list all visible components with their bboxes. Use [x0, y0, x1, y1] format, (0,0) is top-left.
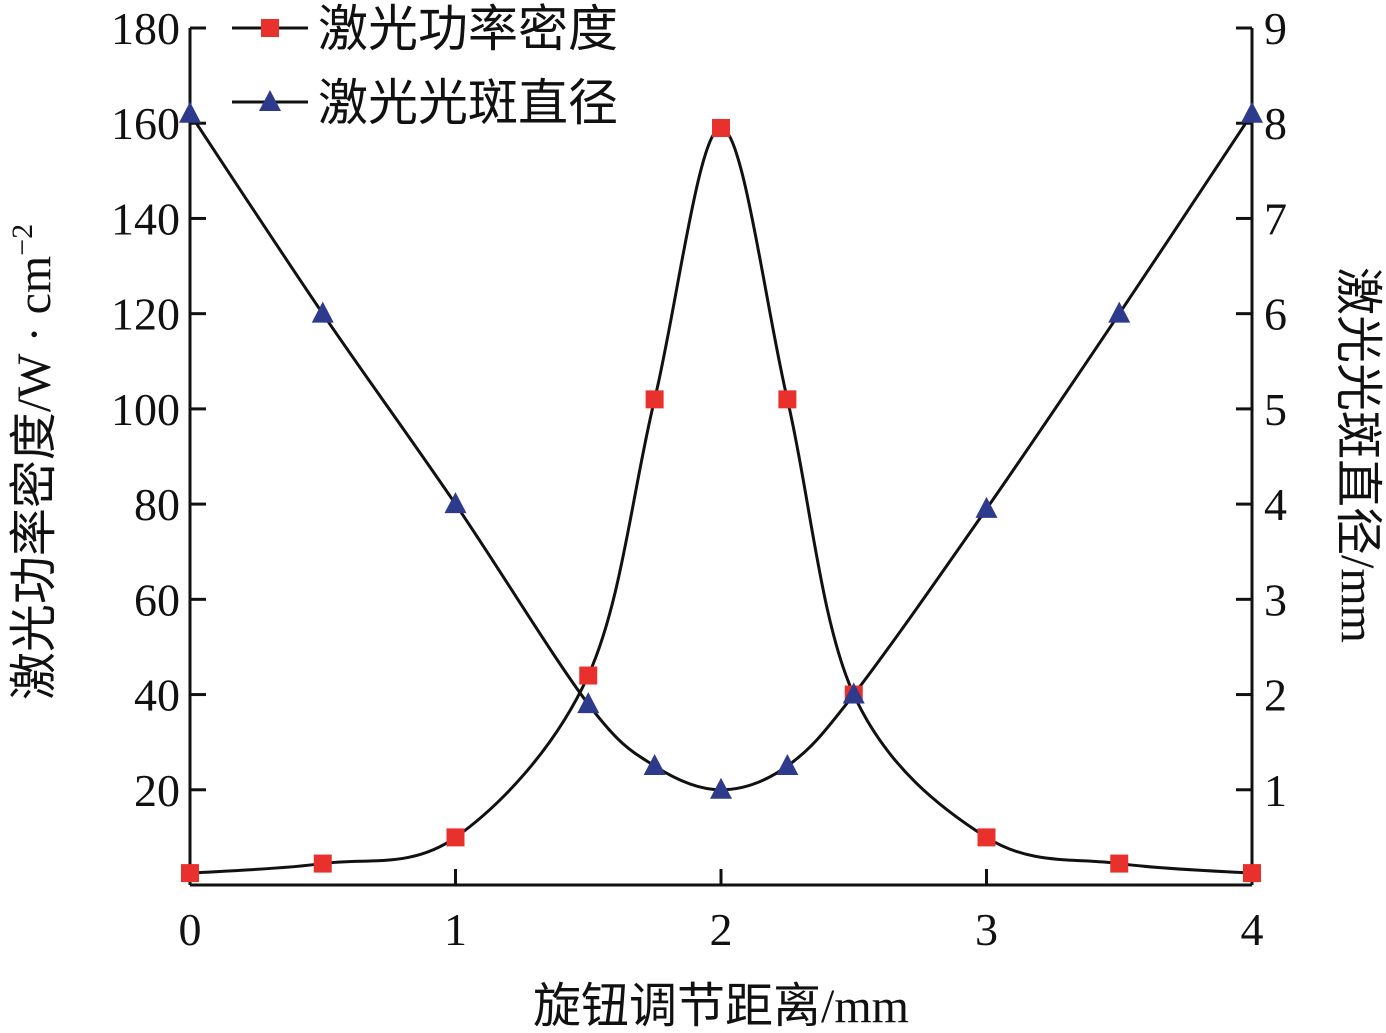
left-axis-title-sup: −2	[6, 224, 39, 256]
x-tick-label: 0	[179, 904, 202, 955]
x-tick-label: 2	[710, 904, 733, 955]
data-point-power-density	[645, 390, 664, 409]
right-tick-label: 8	[1264, 98, 1287, 149]
left-axis-title: 激光功率密度/W · cm−2	[6, 224, 61, 700]
right-tick-label: 4	[1264, 479, 1287, 530]
data-point-power-density	[579, 666, 598, 685]
data-point-power-density	[977, 828, 996, 847]
data-point-spot-diameter	[776, 753, 799, 775]
data-point-power-density	[446, 828, 465, 847]
legend-marker-square	[261, 19, 279, 37]
left-tick-label: 120	[111, 289, 180, 340]
right-tick-label: 1	[1264, 765, 1287, 816]
left-tick-label: 60	[134, 574, 180, 625]
series-curves	[188, 112, 1254, 875]
left-tick-label: 40	[134, 670, 180, 721]
left-tick-label: 100	[111, 384, 180, 435]
data-point-spot-diameter	[1241, 101, 1263, 123]
series-markers	[179, 101, 1263, 883]
left-tick-label: 140	[111, 193, 180, 244]
right-tick-label: 2	[1264, 670, 1287, 721]
x-tick-label: 4	[1241, 904, 1264, 955]
data-point-spot-diameter	[975, 496, 998, 518]
series-line-spot-diameter	[188, 112, 1254, 792]
data-point-spot-diameter	[179, 101, 201, 123]
x-tick-label: 1	[444, 904, 467, 955]
data-point-power-density	[181, 864, 199, 883]
left-tick-label: 160	[111, 98, 180, 149]
data-point-power-density	[1110, 854, 1129, 873]
left-axis-title-main: 激光功率密度/W · cm	[8, 256, 61, 700]
x-axis-ticks: 0 1 2 3 4	[179, 869, 1264, 955]
left-tick-label: 180	[111, 3, 180, 54]
data-point-spot-diameter	[710, 777, 732, 799]
left-axis-ticks: 20 40 60 80 100 120 140 160 180	[111, 3, 206, 816]
right-tick-label: 9	[1264, 3, 1287, 54]
legend-marker-triangle	[259, 90, 281, 111]
right-axis-title: 激光光斑直径/mm	[1331, 267, 1384, 643]
data-point-spot-diameter	[842, 682, 865, 704]
data-point-power-density	[778, 390, 797, 409]
x-axis-title: 旋钮调节距离/mm	[533, 980, 909, 1033]
right-tick-label: 6	[1264, 289, 1287, 340]
series-line-power-density	[189, 126, 1253, 875]
data-point-power-density	[313, 854, 332, 873]
data-point-spot-diameter	[444, 492, 467, 514]
left-tick-label: 20	[134, 765, 180, 816]
data-point-spot-diameter	[577, 692, 600, 714]
legend-label-spot: 激光光斑直径	[318, 75, 618, 131]
left-tick-label: 80	[134, 479, 180, 530]
legend: 激光功率密度 激光光斑直径	[232, 1, 618, 131]
legend-label-power: 激光功率密度	[318, 1, 618, 57]
right-tick-label: 5	[1264, 384, 1287, 435]
data-point-power-density	[712, 118, 730, 137]
right-axis-ticks: 1 2 3 4 5 6 7 8 9	[1236, 3, 1287, 816]
right-tick-label: 7	[1264, 193, 1287, 244]
data-point-power-density	[1243, 864, 1261, 883]
x-tick-label: 3	[975, 904, 998, 955]
data-point-spot-diameter	[643, 753, 666, 775]
right-tick-label: 3	[1264, 574, 1287, 625]
data-point-spot-diameter	[311, 301, 334, 323]
data-point-spot-diameter	[1108, 301, 1131, 323]
